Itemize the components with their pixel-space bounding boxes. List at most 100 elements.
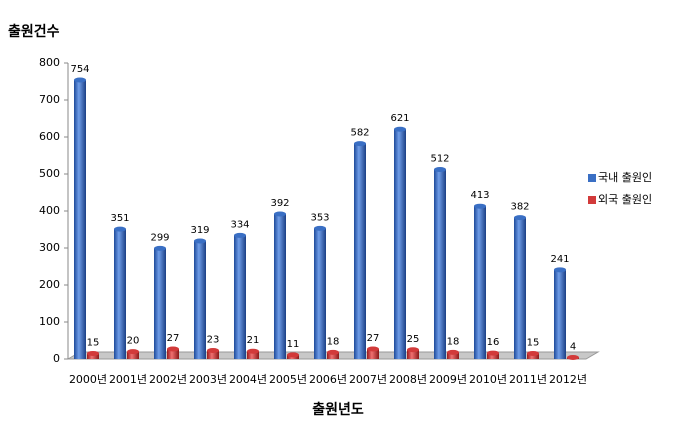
bar-cap: [114, 226, 126, 232]
value-label: 15: [527, 337, 540, 348]
bar: [127, 351, 139, 359]
bar-cap: [514, 215, 526, 221]
x-tick-label: 2008년: [389, 373, 427, 386]
bar: [207, 350, 219, 359]
bar-cap: [234, 232, 246, 238]
value-label: 16: [487, 337, 500, 348]
bar-cap: [154, 245, 166, 251]
bar: [367, 349, 379, 359]
bar-cap: [567, 355, 579, 361]
y-tick-label: 500: [39, 167, 60, 180]
value-label: 241: [550, 254, 569, 265]
bar: [354, 143, 366, 359]
bar-cap: [394, 126, 406, 132]
bar: [154, 248, 166, 359]
bar-cap: [207, 347, 219, 353]
bar: [114, 229, 126, 359]
bar: [434, 169, 446, 359]
bar: [74, 80, 86, 360]
bar: [514, 217, 526, 359]
y-tick-label: 800: [39, 56, 60, 69]
value-label: 512: [430, 154, 449, 165]
x-tick-label: 2006년: [309, 373, 347, 386]
x-tick-label: 2009년: [429, 373, 467, 386]
bar-cap: [314, 225, 326, 231]
value-label: 353: [310, 212, 329, 223]
bar: [554, 269, 566, 359]
value-label: 18: [447, 336, 460, 347]
y-tick-label: 200: [39, 278, 60, 291]
value-label: 23: [207, 334, 220, 345]
legend-label: 국내 출원인: [598, 171, 652, 184]
x-tick-label: 2012년: [549, 373, 587, 386]
value-label: 18: [327, 336, 340, 347]
legend-label: 외국 출원인: [598, 193, 652, 206]
x-tick-label: 2005년: [269, 373, 307, 386]
bar: [234, 235, 246, 359]
bar-cap: [87, 350, 99, 356]
bar-cap: [74, 77, 86, 83]
x-tick-label: 2010년: [469, 373, 507, 386]
bar-cap: [354, 141, 366, 147]
y-tick-label: 0: [53, 352, 60, 365]
bar: [87, 353, 99, 359]
x-tick-label: 2001년: [109, 373, 147, 386]
value-label: 299: [150, 232, 169, 243]
value-label: 4: [570, 342, 576, 353]
bar-cap: [274, 211, 286, 217]
bar-cap: [554, 267, 566, 273]
bar: [274, 213, 286, 359]
bar: [474, 206, 486, 359]
bar: [487, 353, 499, 359]
bar: [194, 240, 206, 359]
value-label: 621: [390, 113, 409, 124]
bar: [527, 353, 539, 359]
bar: [447, 352, 459, 359]
value-label: 20: [127, 336, 140, 347]
value-label: 382: [510, 202, 529, 213]
bar-cap: [287, 352, 299, 358]
x-tick-label: 2002년: [149, 373, 187, 386]
legend-swatch: [588, 174, 596, 182]
bar: [394, 129, 406, 359]
bar-cap: [434, 167, 446, 173]
value-label: 351: [110, 213, 129, 224]
value-label: 413: [470, 190, 489, 201]
y-tick-label: 300: [39, 241, 60, 254]
bar-cap: [474, 203, 486, 209]
bar: [407, 349, 419, 359]
value-label: 11: [287, 339, 300, 350]
bar: [314, 228, 326, 359]
y-axis-title: 출원건수: [8, 23, 60, 40]
x-axis-title: 출원년도: [312, 401, 364, 418]
value-label: 25: [407, 334, 420, 345]
value-label: 319: [190, 225, 209, 236]
y-tick-label: 100: [39, 315, 60, 328]
x-tick-label: 2011년: [509, 373, 547, 386]
bar-cap: [247, 348, 259, 354]
bar-cap: [327, 349, 339, 355]
bar: [247, 351, 259, 359]
value-label: 15: [87, 337, 100, 348]
x-tick-label: 2007년: [349, 373, 387, 386]
y-tick-label: 400: [39, 204, 60, 217]
bar-cap: [527, 350, 539, 356]
y-tick-label: 700: [39, 93, 60, 106]
bar-cap: [367, 346, 379, 352]
bar-cap: [447, 349, 459, 355]
x-tick-label: 2004년: [229, 373, 267, 386]
value-label: 334: [230, 219, 249, 230]
bar-cap: [194, 238, 206, 244]
x-tick-label: 2000년: [69, 373, 107, 386]
value-label: 392: [270, 198, 289, 209]
bar: [167, 349, 179, 359]
y-tick-label: 600: [39, 130, 60, 143]
bar-cap: [127, 349, 139, 355]
bar-cap: [167, 346, 179, 352]
bar: [327, 352, 339, 359]
value-label: 754: [70, 64, 89, 75]
value-label: 582: [350, 128, 369, 139]
x-tick-label: 2003년: [189, 373, 227, 386]
bar-cap: [407, 347, 419, 353]
legend-swatch: [588, 196, 596, 204]
